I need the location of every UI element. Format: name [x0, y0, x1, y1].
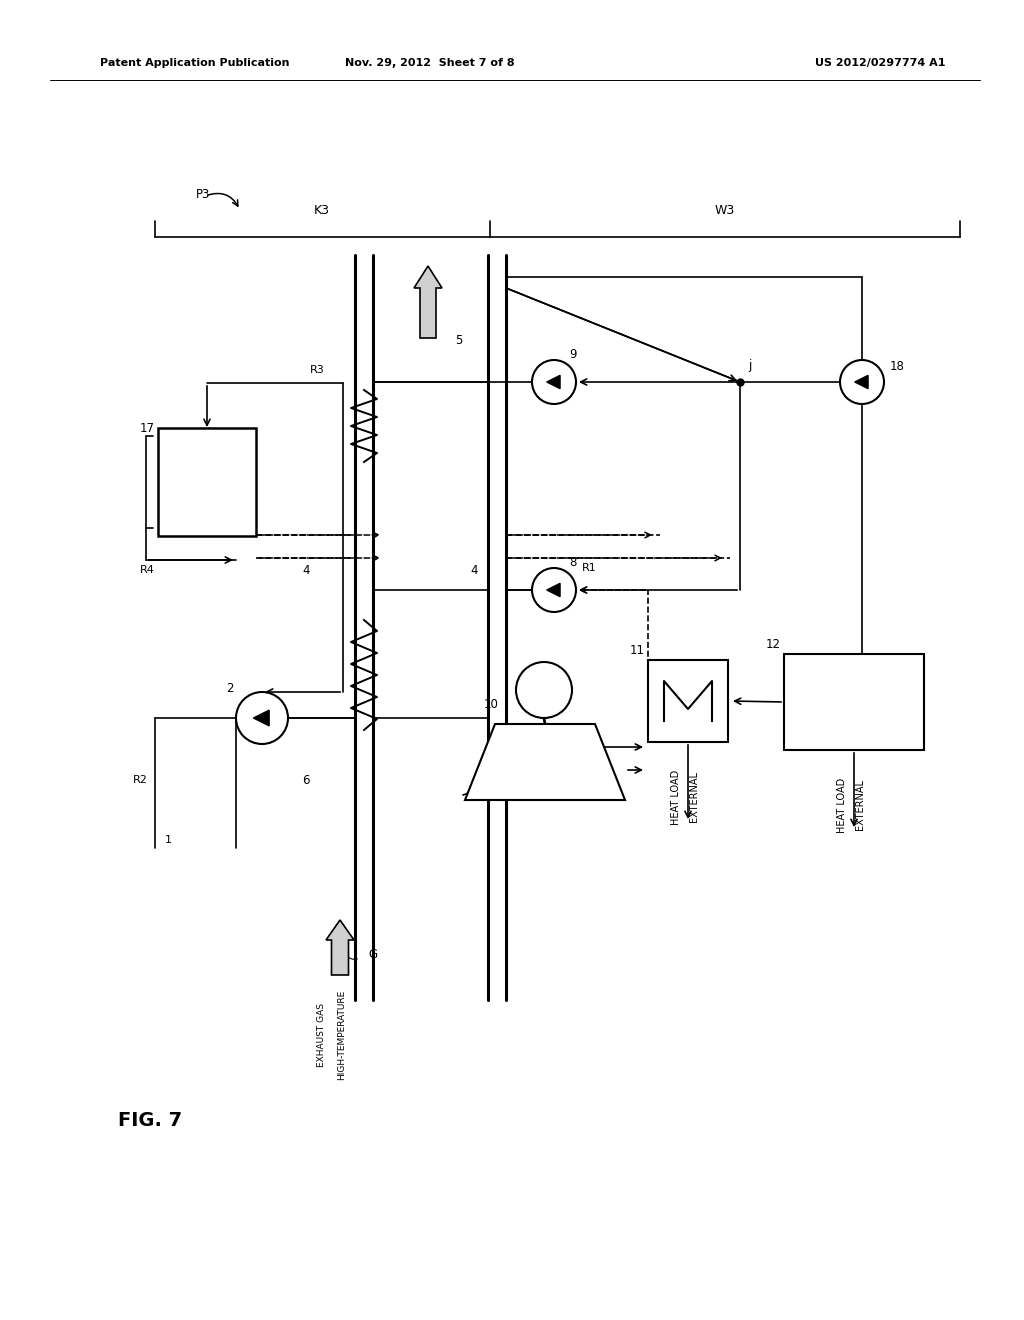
- Text: HEAT LOAD: HEAT LOAD: [671, 770, 681, 825]
- Text: K3: K3: [314, 205, 330, 218]
- Text: R3: R3: [310, 366, 325, 375]
- Circle shape: [516, 663, 572, 718]
- Text: EXHAUST GAS: EXHAUST GAS: [317, 1003, 327, 1067]
- Polygon shape: [465, 723, 625, 800]
- Text: 6: 6: [302, 774, 310, 787]
- Circle shape: [840, 360, 884, 404]
- Text: US 2012/0297774 A1: US 2012/0297774 A1: [815, 58, 945, 69]
- Text: R2: R2: [133, 775, 148, 785]
- Text: Patent Application Publication: Patent Application Publication: [100, 58, 290, 69]
- Circle shape: [236, 692, 288, 744]
- Circle shape: [532, 568, 575, 612]
- Text: 18: 18: [890, 360, 905, 374]
- Text: HIGH-TEMPERATURE: HIGH-TEMPERATURE: [338, 990, 346, 1080]
- Text: R4: R4: [140, 565, 155, 576]
- Text: 8: 8: [569, 556, 577, 569]
- Text: 9: 9: [569, 347, 577, 360]
- Polygon shape: [547, 375, 560, 388]
- Bar: [648, 660, 728, 742]
- Text: 5: 5: [455, 334, 463, 346]
- Text: 10: 10: [484, 698, 499, 711]
- Text: Nov. 29, 2012  Sheet 7 of 8: Nov. 29, 2012 Sheet 7 of 8: [345, 58, 515, 69]
- Text: R1: R1: [582, 564, 596, 573]
- Text: 4: 4: [302, 564, 310, 577]
- Polygon shape: [253, 710, 269, 726]
- Text: EXTERNAL: EXTERNAL: [855, 780, 865, 830]
- Text: 12: 12: [766, 638, 781, 651]
- Bar: [784, 653, 924, 750]
- Text: W3: W3: [715, 205, 735, 218]
- Text: 11: 11: [630, 644, 645, 656]
- Circle shape: [532, 360, 575, 404]
- Text: 6: 6: [470, 784, 477, 796]
- Polygon shape: [547, 583, 560, 597]
- Text: G: G: [539, 684, 549, 697]
- Bar: [158, 428, 256, 536]
- Text: 17: 17: [140, 421, 155, 434]
- FancyArrow shape: [414, 267, 442, 338]
- Text: 2: 2: [226, 681, 234, 694]
- Text: TANK: TANK: [840, 711, 868, 721]
- FancyArrow shape: [326, 920, 354, 975]
- Text: P3: P3: [196, 189, 210, 202]
- Text: LIQUID: LIQUID: [836, 682, 872, 693]
- Text: G: G: [368, 949, 377, 961]
- Text: COLLECTION: COLLECTION: [820, 697, 888, 708]
- Text: EXTERNAL: EXTERNAL: [689, 771, 699, 822]
- Text: HEAT LOAD: HEAT LOAD: [837, 777, 847, 833]
- Text: FIG. 7: FIG. 7: [118, 1110, 182, 1130]
- Polygon shape: [855, 375, 868, 388]
- Text: 4: 4: [470, 564, 477, 577]
- Text: j: j: [748, 359, 752, 372]
- Text: 1: 1: [165, 836, 172, 845]
- Text: R5: R5: [244, 520, 258, 531]
